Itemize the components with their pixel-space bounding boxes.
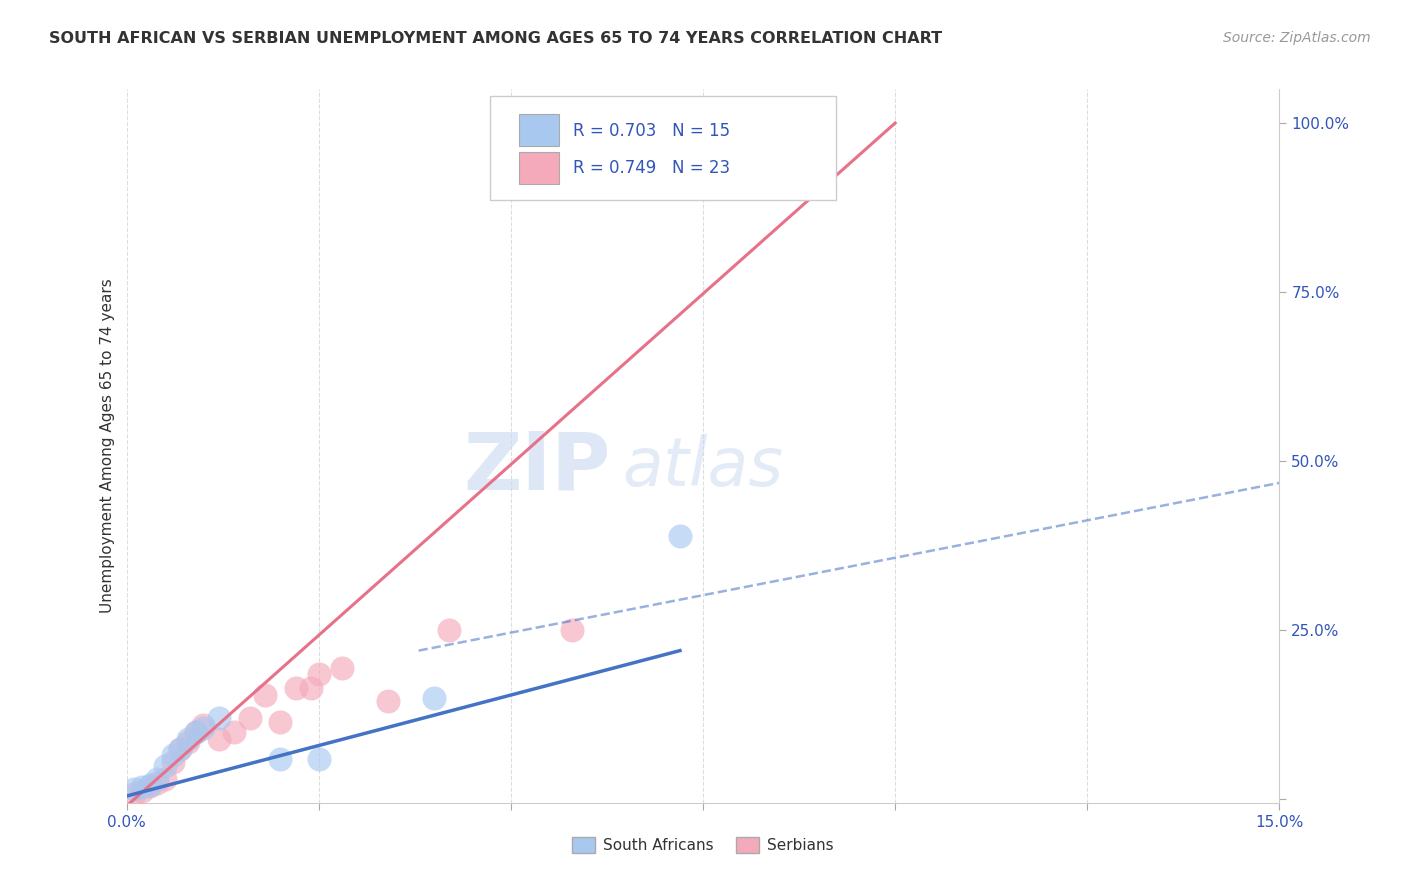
Point — [423, 690, 446, 705]
Point — [162, 756, 184, 770]
Point — [122, 782, 145, 797]
Point — [299, 681, 322, 695]
Point — [122, 787, 145, 801]
Text: Source: ZipAtlas.com: Source: ZipAtlas.com — [1223, 31, 1371, 45]
Point — [153, 758, 176, 772]
Point — [177, 735, 200, 749]
FancyBboxPatch shape — [489, 96, 835, 200]
Point — [561, 624, 583, 638]
Bar — [519, 152, 558, 184]
Point — [153, 772, 176, 786]
Point — [377, 694, 399, 708]
Point — [284, 681, 307, 695]
Point — [308, 752, 330, 766]
Point — [776, 163, 799, 178]
Bar — [519, 114, 558, 146]
Point — [669, 528, 692, 542]
Point — [184, 724, 207, 739]
Point — [146, 772, 169, 786]
Point — [138, 779, 160, 793]
Point — [138, 778, 160, 792]
Text: ZIP: ZIP — [464, 428, 610, 507]
Point — [208, 731, 231, 746]
Point — [193, 722, 215, 736]
Point — [308, 667, 330, 681]
Text: SOUTH AFRICAN VS SERBIAN UNEMPLOYMENT AMONG AGES 65 TO 74 YEARS CORRELATION CHAR: SOUTH AFRICAN VS SERBIAN UNEMPLOYMENT AM… — [49, 31, 942, 46]
Point — [330, 660, 353, 674]
Point — [193, 718, 215, 732]
Point — [131, 784, 153, 798]
Point — [177, 731, 200, 746]
Text: atlas: atlas — [623, 434, 783, 500]
Y-axis label: Unemployment Among Ages 65 to 74 years: Unemployment Among Ages 65 to 74 years — [100, 278, 115, 614]
Text: R = 0.703   N = 15: R = 0.703 N = 15 — [572, 121, 730, 139]
Point — [162, 748, 184, 763]
Point — [169, 741, 191, 756]
Point — [224, 724, 246, 739]
Point — [439, 624, 461, 638]
Point — [131, 780, 153, 795]
Legend: South Africans, Serbians: South Africans, Serbians — [567, 831, 839, 859]
Point — [208, 711, 231, 725]
Point — [253, 688, 276, 702]
Point — [269, 752, 291, 766]
Point — [238, 711, 260, 725]
Text: R = 0.749   N = 23: R = 0.749 N = 23 — [572, 160, 730, 178]
Point — [169, 741, 191, 756]
Point — [269, 714, 291, 729]
Point — [146, 775, 169, 789]
Point — [184, 724, 207, 739]
